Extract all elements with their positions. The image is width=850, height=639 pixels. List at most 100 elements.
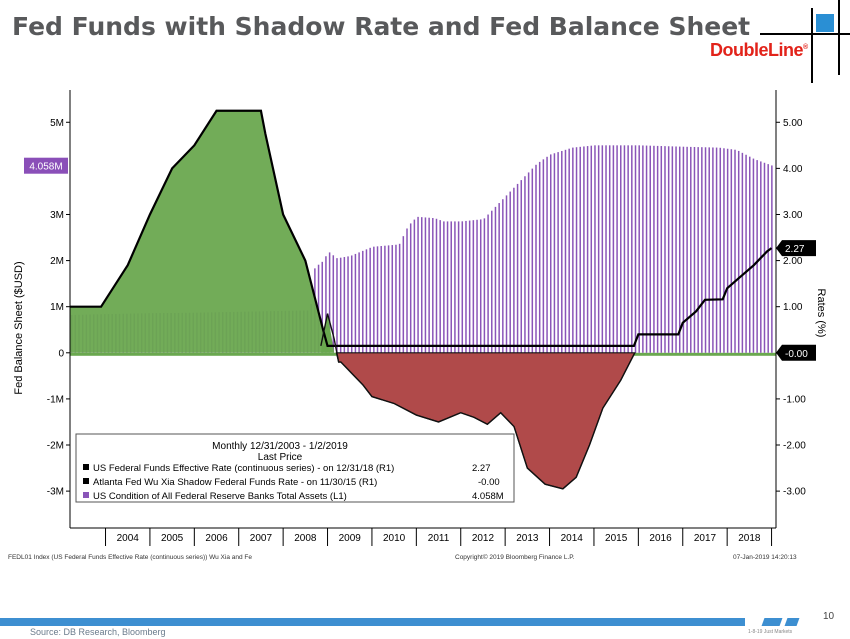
y-axis-label-left: Fed Balance Sheet ($USD)	[13, 261, 25, 394]
balance-sheet-bar	[701, 147, 703, 353]
bloomberg-footer-center: Copyright© 2019 Bloomberg Finance L.P.	[455, 553, 575, 561]
balance-sheet-bar	[601, 145, 604, 353]
balance-sheet-bar	[421, 217, 423, 353]
balance-sheet-bar	[380, 246, 382, 353]
balance-sheet-bar	[443, 221, 445, 353]
balance-sheet-bar	[468, 220, 471, 353]
x-axis: 2004 2005 2006 2007 2008 2009 2010 2011 2012 2013…	[70, 527, 776, 546]
balance-sheet-bar	[402, 236, 405, 353]
legend: Monthly 12/31/2003 - 1/2/2019 Last Price…	[75, 433, 515, 503]
balance-sheet-bar	[723, 148, 725, 353]
balance-sheet-bar	[737, 150, 740, 353]
balance-sheet-bar	[516, 183, 519, 353]
balance-sheet-bar	[693, 146, 696, 353]
x-tick-label: 2012	[472, 533, 495, 544]
balance-sheet-bar	[409, 223, 412, 353]
decorative-line	[811, 8, 813, 83]
decorative-square	[816, 14, 834, 32]
balance-sheet-bar	[726, 148, 729, 353]
rate-lines	[70, 109, 773, 490]
balance-sheet-bar	[502, 199, 504, 353]
right-tick-label: -3.00	[783, 487, 806, 498]
balance-sheet-bar	[424, 217, 427, 353]
balance-sheet-bar	[435, 218, 438, 353]
balance-sheet-bar	[682, 146, 685, 353]
balance-sheet-bar	[505, 195, 508, 353]
balance-sheet-bar	[730, 149, 733, 353]
balance-sheet-bar	[771, 165, 773, 353]
left-tick-label: 2M	[50, 256, 64, 267]
balance-sheet-bar	[704, 147, 707, 353]
balance-sheet-bar	[362, 250, 364, 353]
balance-sheet-bar	[627, 145, 629, 353]
left-axis: 5M 3M 2M 1M 0 -1M -2M -3M	[47, 90, 71, 528]
shadow-rate-line	[320, 313, 636, 490]
balance-sheet-bar	[575, 147, 578, 353]
balance-sheet-bar	[653, 145, 655, 353]
balance-sheet-bar	[417, 216, 419, 353]
legend-entry-3: US Condition of All Federal Reserve Bank…	[93, 491, 347, 502]
balance-sheet-bar	[642, 145, 644, 353]
legend-subheader: Last Price	[258, 452, 303, 463]
balance-sheet-bar	[675, 146, 677, 353]
legend-entry-2: Atlanta Fed Wu Xia Shadow Federal Funds …	[93, 477, 377, 488]
balance-sheet-bar	[612, 145, 615, 353]
legend-value-1: 2.27	[472, 463, 491, 474]
balance-sheet-bar	[686, 146, 688, 353]
left-tick-label: 0	[58, 348, 64, 359]
right-tick-label: 1.00	[783, 302, 803, 313]
balance-sheet-bar	[487, 214, 489, 353]
balance-sheet-bar	[749, 156, 751, 353]
left-tick-label: -1M	[47, 394, 64, 405]
balance-sheet-bar	[572, 147, 574, 353]
legend-header: Monthly 12/31/2003 - 1/2/2019	[212, 441, 348, 452]
decorative-line	[760, 33, 850, 35]
balance-sheet-bar	[557, 152, 559, 353]
balance-sheet-bar	[413, 219, 416, 353]
y-axis-label-right: Rates (%)	[815, 289, 827, 338]
x-tick-label: 2016	[649, 533, 672, 544]
balance-sheet-bar	[524, 176, 526, 353]
balance-sheet-bar	[498, 203, 500, 353]
balance-sheet-bar	[631, 145, 633, 353]
balance-sheet-bar	[395, 244, 397, 353]
balance-sheet-bar	[671, 146, 674, 353]
balance-sheet-bar	[564, 149, 567, 353]
balance-sheet-bar	[343, 257, 346, 353]
balance-sheet-bar	[561, 150, 563, 353]
balance-sheet-bar	[542, 159, 545, 353]
x-tick-label: 2010	[383, 533, 406, 544]
balance-sheet-bar	[406, 228, 408, 353]
x-tick-label: 2005	[161, 533, 184, 544]
shadow-positive-area	[70, 110, 330, 353]
shadow-positive-bump	[320, 313, 335, 353]
left-value-tag-label: 4.058M	[29, 162, 62, 173]
balance-sheet-bar	[745, 154, 747, 353]
balance-sheet-bar	[531, 168, 534, 353]
right-tick-label: 2.00	[783, 256, 803, 267]
balance-sheet-bar	[623, 145, 626, 353]
balance-sheet-bar	[432, 218, 434, 353]
right-axis: 6.005.004.003.002.001.00-1.00-2.00-3.00	[775, 90, 806, 528]
left-tick-label: 1M	[50, 302, 64, 313]
legend-value-3: 4.058M	[472, 491, 504, 502]
balance-sheet-bar	[678, 146, 681, 353]
balance-sheet-bar	[638, 145, 640, 353]
x-tick-label: 2013	[516, 533, 539, 544]
right-tick-label: -2.00	[783, 441, 806, 452]
balance-sheet-bar	[479, 219, 482, 353]
balance-sheet-bar	[586, 146, 589, 353]
x-tick-label: 2008	[294, 533, 317, 544]
balance-sheet-bar	[767, 164, 769, 353]
left-tick-label: -2M	[47, 441, 64, 452]
balance-sheet-bar	[608, 145, 611, 353]
x-tick-label: 2018	[738, 533, 761, 544]
source-note: Source: DB Research, Bloomberg	[30, 627, 166, 637]
balance-sheet-bar	[476, 219, 478, 353]
balance-sheet-bar	[454, 221, 456, 353]
balance-sheet-bar	[597, 145, 600, 353]
balance-sheet-bar	[472, 220, 475, 353]
balance-sheet-bar	[538, 161, 541, 353]
x-tick-label: 2011	[428, 533, 450, 544]
